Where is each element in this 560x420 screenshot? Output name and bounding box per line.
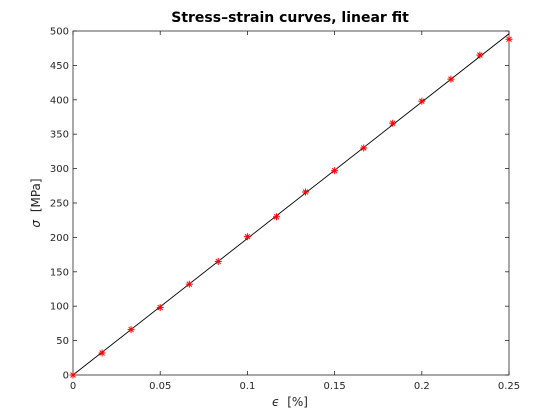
x-tick-label: 0.15 [323,381,345,392]
y-tick-label: 350 [50,130,69,141]
data-point [418,97,426,105]
data-point [69,371,77,379]
y-tick-label: 400 [50,95,69,106]
data-point [98,349,106,357]
data-point [360,144,368,152]
y-tick-label: 50 [56,336,69,347]
y-axis-unit: [MPa] [29,178,43,212]
y-tick-label: 150 [50,267,69,278]
x-axis-symbol: ϵ [272,395,279,409]
y-tick-label: 100 [50,302,69,313]
data-point [447,75,455,83]
data-point [476,51,484,59]
y-tick-label: 300 [50,164,69,175]
x-tick-label: 0 [70,381,76,392]
y-tick-label: 0 [63,371,69,382]
x-axis-unit: [%] [287,395,308,409]
data-point [127,326,135,334]
data-point [389,119,397,127]
x-tick-label: 0.05 [149,381,171,392]
x-tick-label: 0.25 [498,381,520,392]
y-tick-label: 450 [50,61,69,72]
x-tick-label: 0.1 [239,381,255,392]
data-point [301,188,309,196]
series-layer [69,33,513,379]
data-point [505,35,513,43]
chart-title: Stress–strain curves, linear fit [171,10,409,26]
x-axis-label: ϵ [%] [272,395,308,409]
fit-line [72,33,510,376]
data-point [273,213,281,221]
y-tick-label: 500 [50,27,69,38]
y-axis-ticks: 0 50 100 150 200 250 300 350 400 450 500 [50,27,509,382]
data-point [156,304,164,312]
y-axis-label: σ [MPa] [29,178,43,227]
data-point [214,257,222,265]
y-axis-symbol: σ [29,220,43,228]
y-tick-label: 250 [50,199,69,210]
y-tick-label: 200 [50,233,69,244]
data-point [243,233,251,241]
x-tick-label: 0.2 [414,381,430,392]
data-point [185,280,193,288]
data-point [331,167,339,175]
